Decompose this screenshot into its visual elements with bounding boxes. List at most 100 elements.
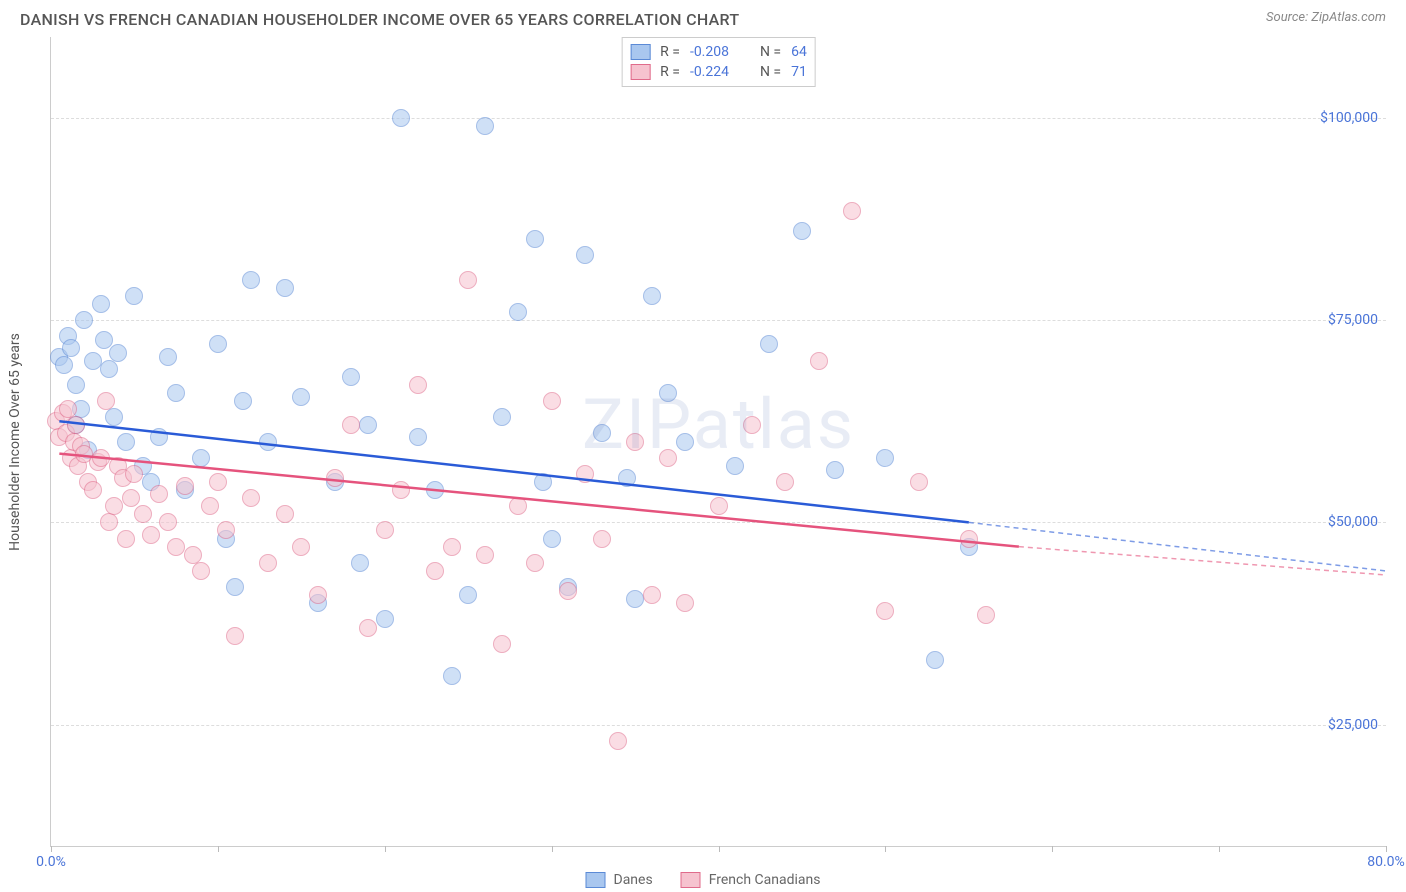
grid-line (51, 320, 1386, 321)
y-tick-label: $75,000 (1328, 312, 1378, 328)
legend-r-label: R = (660, 44, 680, 60)
data-point (226, 578, 244, 596)
data-point (142, 526, 160, 544)
data-point (342, 368, 360, 386)
data-point (559, 582, 577, 600)
data-point (351, 554, 369, 572)
data-point (176, 477, 194, 495)
data-point (392, 109, 410, 127)
data-point (476, 546, 494, 564)
legend-swatch (630, 44, 650, 60)
data-point (75, 311, 93, 329)
data-point (359, 619, 377, 637)
data-point (626, 433, 644, 451)
data-point (192, 449, 210, 467)
data-point (167, 384, 185, 402)
x-tick (385, 846, 386, 852)
data-point (109, 344, 127, 362)
data-point (234, 392, 252, 410)
data-point (259, 554, 277, 572)
data-point (409, 428, 427, 446)
data-point (105, 408, 123, 426)
data-point (509, 497, 527, 515)
data-point (543, 392, 561, 410)
data-point (760, 335, 778, 353)
legend-n-value: 64 (791, 44, 807, 60)
data-point (92, 295, 110, 313)
legend-swatch (586, 872, 606, 888)
legend-n-value: 71 (791, 64, 807, 80)
grid-line (51, 522, 1386, 523)
data-point (392, 481, 410, 499)
data-point (659, 449, 677, 467)
legend-row: R =-0.224N =71 (630, 62, 807, 82)
data-point (726, 457, 744, 475)
data-point (125, 465, 143, 483)
data-point (643, 586, 661, 604)
legend-series: Danes French Canadians (586, 872, 821, 888)
data-point (493, 635, 511, 653)
data-point (776, 473, 794, 491)
y-tick-label: $50,000 (1328, 514, 1378, 530)
data-point (159, 348, 177, 366)
legend-swatch (681, 872, 701, 888)
x-tick-label: 80.0% (1367, 854, 1405, 870)
data-point (292, 538, 310, 556)
data-point (977, 606, 995, 624)
data-point (209, 335, 227, 353)
data-point (576, 465, 594, 483)
y-tick-label: $25,000 (1328, 717, 1378, 733)
data-point (793, 222, 811, 240)
data-point (526, 554, 544, 572)
data-point (84, 481, 102, 499)
data-point (150, 485, 168, 503)
source-label: Source: ZipAtlas.com (1266, 10, 1386, 25)
legend-item: French Canadians (681, 872, 821, 888)
data-point (526, 230, 544, 248)
x-tick (51, 846, 52, 852)
legend-row: R =-0.208N =64 (630, 42, 807, 62)
data-point (459, 586, 477, 604)
data-point (443, 667, 461, 685)
data-point (426, 562, 444, 580)
data-point (326, 469, 344, 487)
data-point (409, 376, 427, 394)
data-point (276, 279, 294, 297)
legend-r-value: -0.224 (690, 64, 750, 80)
x-tick (1052, 846, 1053, 852)
data-point (960, 530, 978, 548)
data-point (125, 287, 143, 305)
data-point (843, 202, 861, 220)
legend-series-name: French Canadians (709, 872, 821, 888)
data-point (609, 732, 627, 750)
grid-line (51, 118, 1386, 119)
data-point (192, 562, 210, 580)
data-point (910, 473, 928, 491)
data-point (926, 651, 944, 669)
data-point (876, 602, 894, 620)
data-point (426, 481, 444, 499)
data-point (226, 627, 244, 645)
data-point (576, 246, 594, 264)
y-axis-title: Householder Income Over 65 years (7, 333, 23, 551)
legend-r-label: R = (660, 64, 680, 80)
plot-area: $25,000$50,000$75,000$100,0000.0%80.0% (51, 37, 1386, 846)
data-point (167, 538, 185, 556)
data-point (100, 360, 118, 378)
data-point (276, 505, 294, 523)
data-point (826, 461, 844, 479)
data-point (810, 352, 828, 370)
legend-series-name: Danes (614, 872, 653, 888)
data-point (676, 433, 694, 451)
data-point (309, 586, 327, 604)
data-point (201, 497, 219, 515)
data-point (159, 513, 177, 531)
data-point (543, 530, 561, 548)
data-point (876, 449, 894, 467)
data-point (67, 416, 85, 434)
legend-swatch (630, 64, 650, 80)
data-point (493, 408, 511, 426)
data-point (459, 271, 477, 289)
data-point (593, 424, 611, 442)
data-point (292, 388, 310, 406)
